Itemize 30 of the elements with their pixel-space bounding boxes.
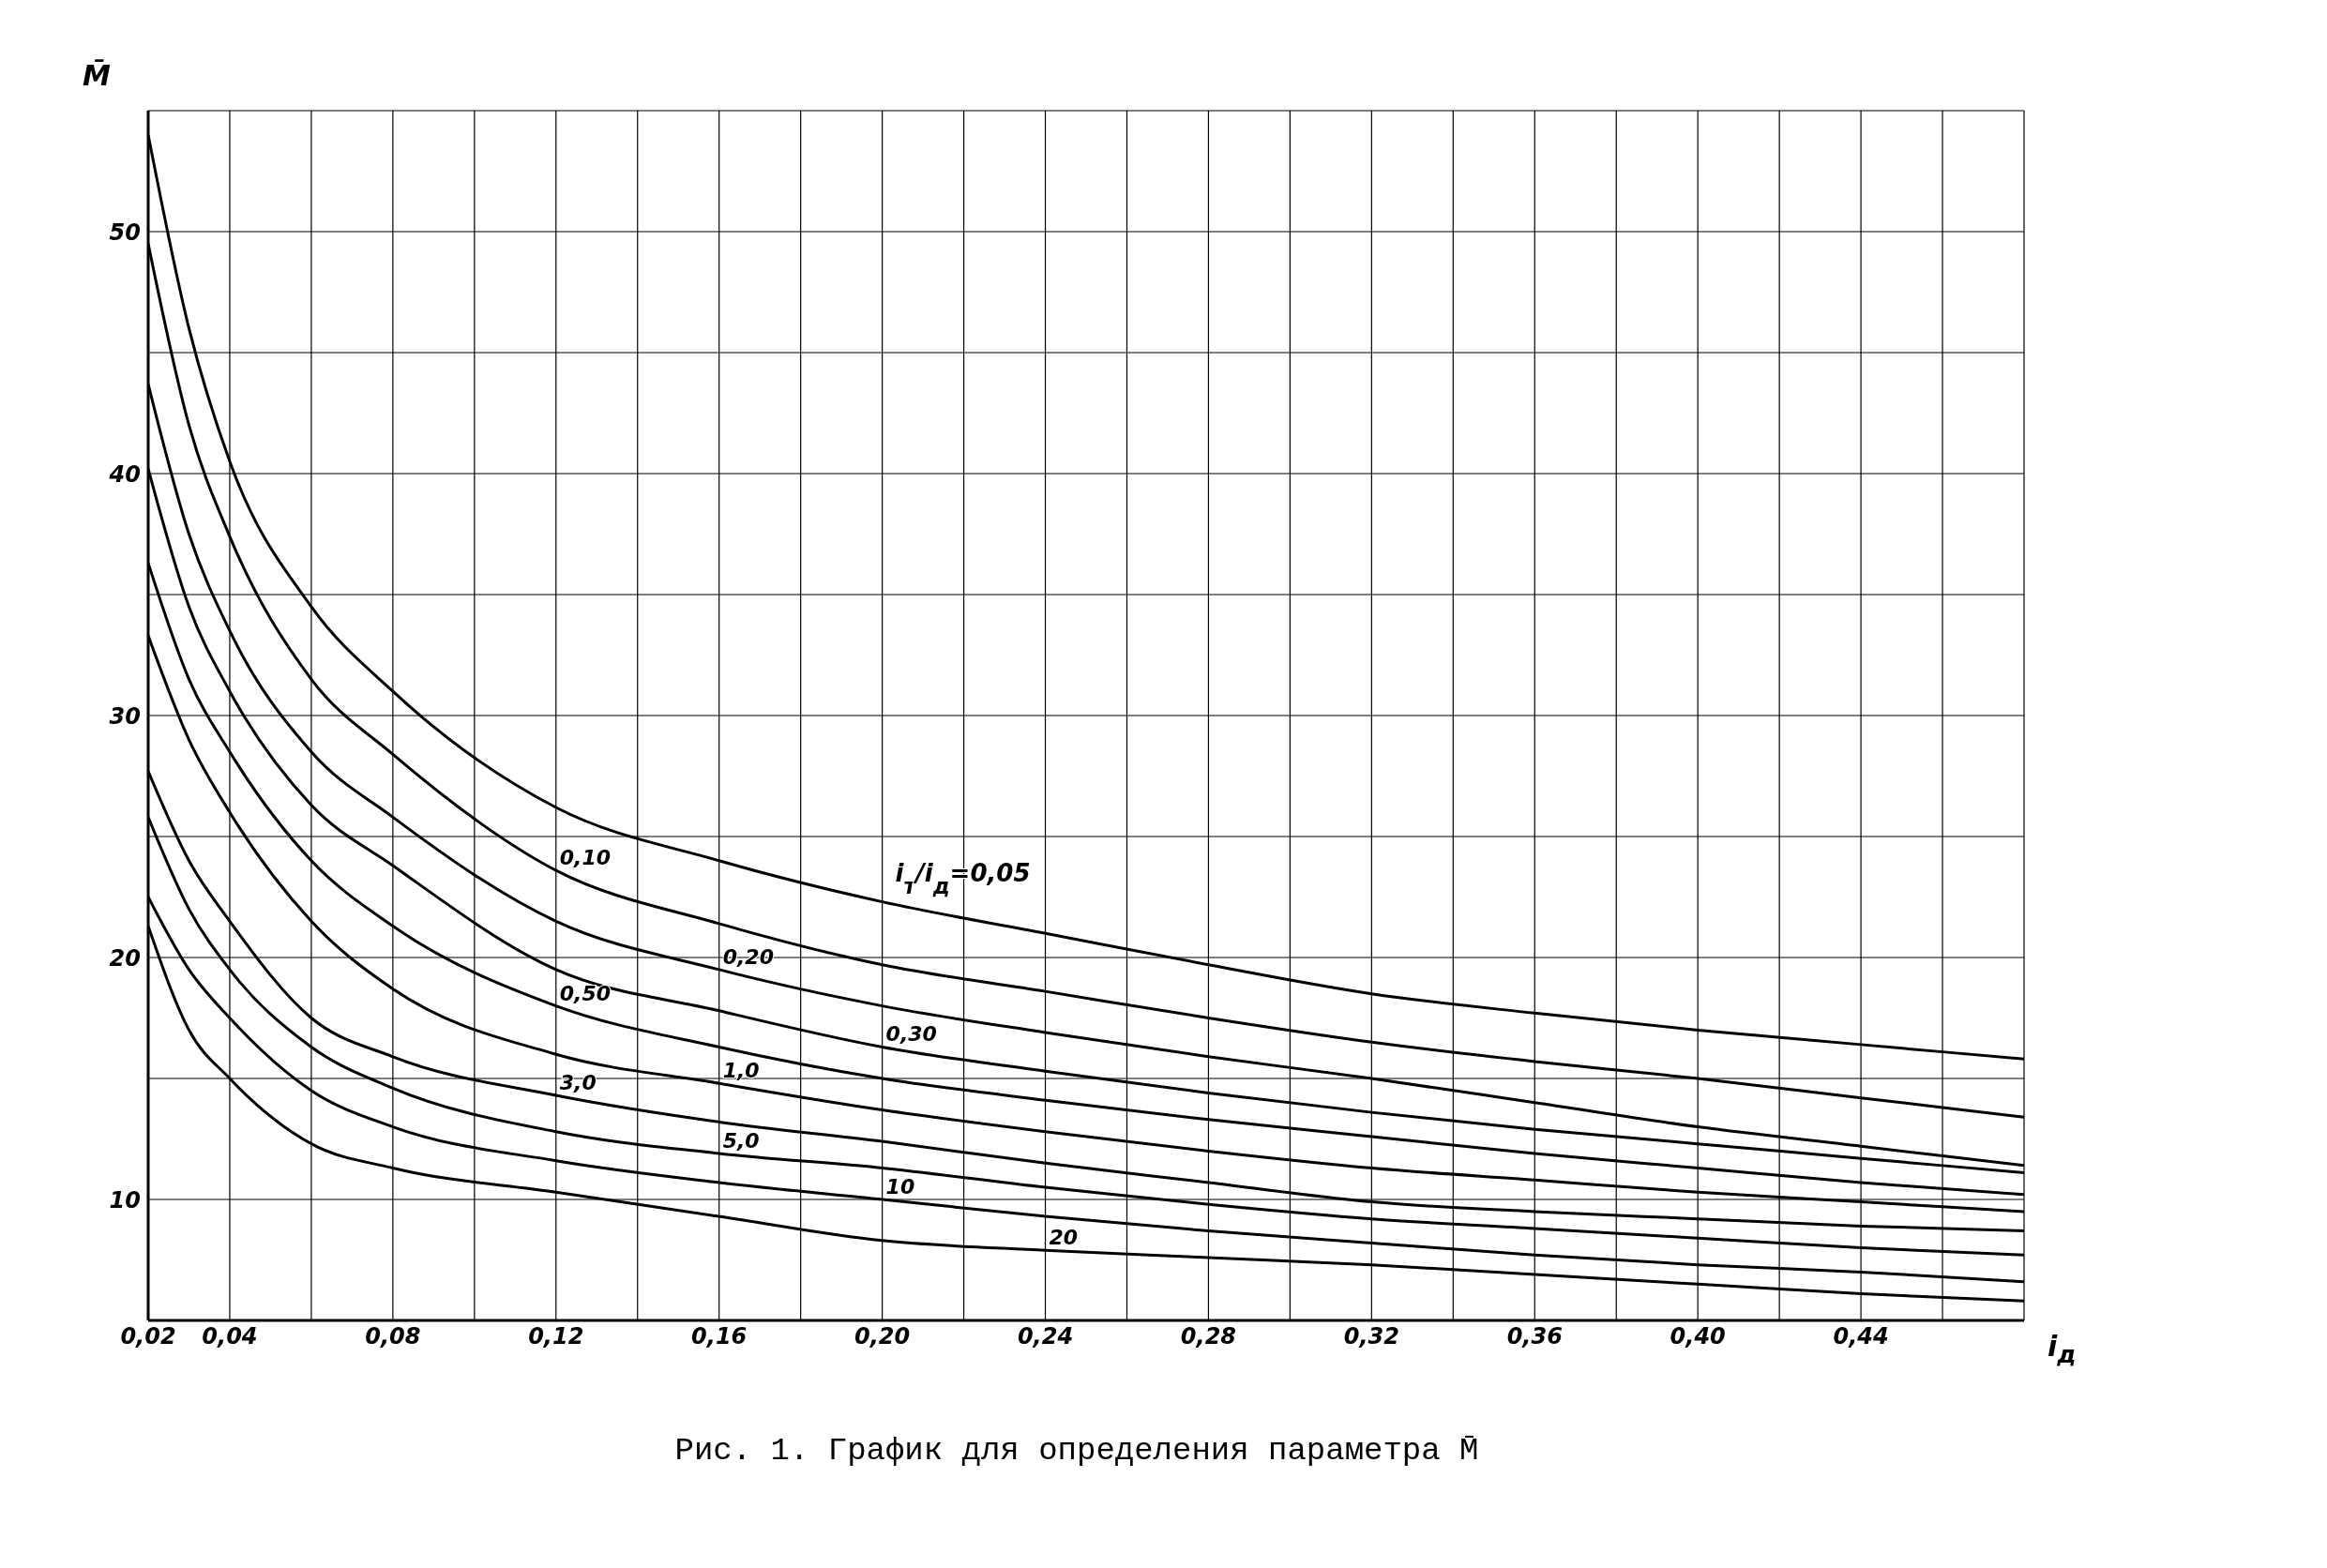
y-tick-label: 50 — [109, 219, 141, 246]
y-tick-label: 30 — [109, 702, 141, 730]
series-label: 0,05 — [970, 858, 1031, 887]
x-tick-label: 0,28 — [1180, 1323, 1237, 1350]
y-tick-label: 10 — [109, 1186, 141, 1214]
series-label: 0,20 — [722, 944, 774, 969]
x-tick-label: 0,44 — [1833, 1323, 1889, 1350]
text: Рис. 1. График для определения параметра M̄ — [673, 1433, 1480, 1469]
x-axis-title: i$_{д}$ — [2047, 1330, 2077, 1368]
series-label: 20 — [1049, 1226, 1079, 1250]
series-label: 0,10 — [559, 846, 612, 870]
x-tick-label: 0,24 — [1017, 1323, 1074, 1350]
x-tick-label: 0,40 — [1670, 1323, 1726, 1350]
x-tick-label: 0,12 — [528, 1323, 584, 1350]
y-tick-label: 20 — [109, 944, 141, 972]
x-tick-label: 0,16 — [691, 1323, 748, 1350]
y-axis-title: M̄ — [83, 59, 111, 92]
x-tick-label: 0,08 — [365, 1323, 421, 1350]
x-tick-label: 0,36 — [1506, 1323, 1563, 1350]
x-tick-label: 0,20 — [854, 1323, 911, 1350]
series-label: 1,0 — [722, 1059, 760, 1083]
x-tick-label: 0,32 — [1343, 1323, 1399, 1350]
x-tick-label: 0,04 — [202, 1323, 258, 1350]
series-label: 0,30 — [885, 1022, 937, 1047]
series-label: 10 — [885, 1175, 915, 1199]
y-tick-label: 40 — [108, 460, 141, 488]
series-label: 3,0 — [559, 1071, 597, 1095]
series-label: 0,50 — [559, 981, 612, 1005]
series-label: 5,0 — [722, 1128, 760, 1153]
x-tick-label: 0,02 — [120, 1323, 176, 1350]
